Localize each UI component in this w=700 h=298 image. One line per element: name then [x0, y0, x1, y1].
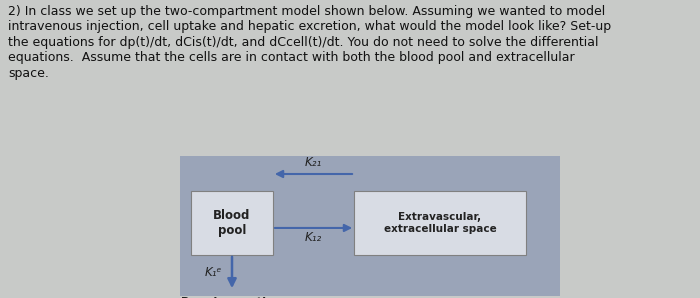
Text: K₁ᵉ: K₁ᵉ: [204, 266, 222, 279]
FancyBboxPatch shape: [180, 156, 560, 296]
FancyBboxPatch shape: [354, 191, 526, 255]
Text: K₂₁: K₂₁: [305, 156, 322, 169]
Text: K₁₂: K₁₂: [305, 231, 322, 244]
Text: Renal excretion: Renal excretion: [181, 297, 283, 298]
Text: space.: space.: [8, 67, 49, 80]
Text: 2) In class we set up the two-compartment model shown below. Assuming we wanted : 2) In class we set up the two-compartmen…: [8, 5, 606, 18]
Text: the equations for dp(t)/dt, dCis(t)/dt, and dCcell(t)/dt. You do not need to sol: the equations for dp(t)/dt, dCis(t)/dt, …: [8, 36, 598, 49]
Text: Extravascular,
extracellular space: Extravascular, extracellular space: [384, 212, 496, 234]
FancyBboxPatch shape: [191, 191, 273, 255]
Text: Blood
pool: Blood pool: [214, 209, 251, 237]
Text: intravenous injection, cell uptake and hepatic excretion, what would the model l: intravenous injection, cell uptake and h…: [8, 21, 611, 33]
Text: equations.  Assume that the cells are in contact with both the blood pool and ex: equations. Assume that the cells are in …: [8, 52, 575, 64]
